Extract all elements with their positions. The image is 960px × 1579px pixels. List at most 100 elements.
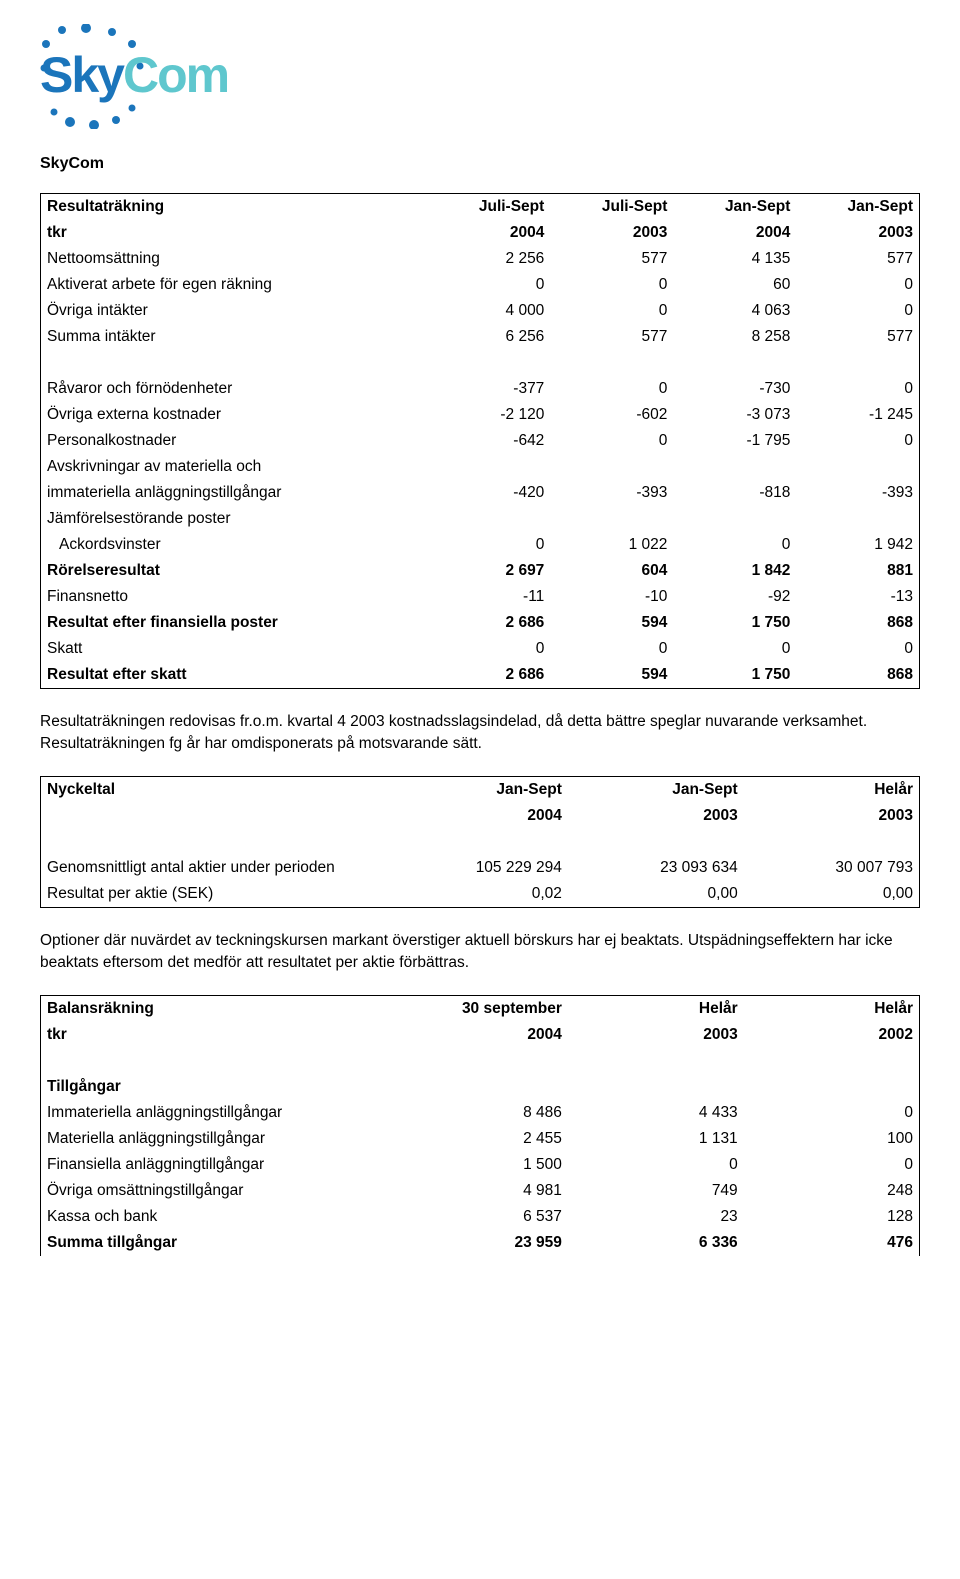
table-cell: 1 022 <box>550 532 673 558</box>
table-header-cell: Jan-Sept <box>392 776 568 803</box>
table-cell: 1 750 <box>673 610 796 636</box>
table-header-cell: Balansräkning <box>41 995 393 1022</box>
table-header-cell: Helår <box>744 995 920 1022</box>
table-cell: 0,02 <box>392 881 568 908</box>
table-cell: Kassa och bank <box>41 1204 393 1230</box>
table-cell: Summa tillgångar <box>41 1230 393 1256</box>
table-header-cell: tkr <box>41 220 428 246</box>
table-header-cell: Helår <box>568 995 744 1022</box>
table-header-cell: Juli-Sept <box>427 194 550 221</box>
table-header-cell: Nyckeltal <box>41 776 393 803</box>
table-spacer-cell <box>41 1048 920 1074</box>
table-row: Ackordsvinster01 02201 942 <box>41 532 920 558</box>
table-cell: -420 <box>427 480 550 506</box>
table-cell: 0 <box>427 532 550 558</box>
table-row: Rörelseresultat2 6976041 842881 <box>41 558 920 584</box>
table-cell: Avskrivningar av materiella och <box>41 454 428 480</box>
table-spacer-row <box>41 350 920 376</box>
table-cell: 1 131 <box>568 1126 744 1152</box>
table-cell: 881 <box>796 558 919 584</box>
table-cell: 100 <box>744 1126 920 1152</box>
table-row: Övriga intäkter4 00004 0630 <box>41 298 920 324</box>
table-header-row: ResultaträkningJuli-SeptJuli-SeptJan-Sep… <box>41 194 920 221</box>
table-cell <box>427 506 550 532</box>
company-name: SkyCom <box>40 155 920 173</box>
table-header-row: 200420032003 <box>41 803 920 829</box>
table-cell: 749 <box>568 1178 744 1204</box>
table-row: Personalkostnader-6420-1 7950 <box>41 428 920 454</box>
table-cell: 594 <box>550 610 673 636</box>
table-row: Resultat per aktie (SEK)0,020,000,00 <box>41 881 920 908</box>
table-cell: 604 <box>550 558 673 584</box>
table-cell: Finansiella anläggningtillgångar <box>41 1152 393 1178</box>
table-cell: 248 <box>744 1178 920 1204</box>
table-cell: 0 <box>550 298 673 324</box>
table-spacer-row <box>41 1048 920 1074</box>
table-cell: 4 063 <box>673 298 796 324</box>
income-body: ResultaträkningJuli-SeptJuli-SeptJan-Sep… <box>41 194 920 689</box>
table-cell: 0 <box>550 272 673 298</box>
logo: SkyCom <box>40 24 920 129</box>
table-header-row: tkr200420032002 <box>41 1022 920 1048</box>
table-header-cell: 2003 <box>568 1022 744 1048</box>
table-cell: 30 007 793 <box>744 855 920 881</box>
table-cell <box>796 454 919 480</box>
table-row: Avskrivningar av materiella och <box>41 454 920 480</box>
table-header-cell: tkr <box>41 1022 393 1048</box>
table-cell: -92 <box>673 584 796 610</box>
table-row: immateriella anläggningstillgångar-420-3… <box>41 480 920 506</box>
logo-sky: Sky <box>40 47 125 103</box>
table-cell: 594 <box>550 662 673 689</box>
table-row: Övriga omsättningstillgångar4 981749248 <box>41 1178 920 1204</box>
table-spacer-cell <box>41 350 920 376</box>
table-cell: 4 135 <box>673 246 796 272</box>
table-cell: 0 <box>796 376 919 402</box>
table-cell <box>550 454 673 480</box>
table-row: Kassa och bank6 53723128 <box>41 1204 920 1230</box>
table-cell: Övriga intäkter <box>41 298 428 324</box>
table-row: Finansnetto-11-10-92-13 <box>41 584 920 610</box>
table-cell: -3 073 <box>673 402 796 428</box>
table-cell <box>796 506 919 532</box>
table-cell: -1 795 <box>673 428 796 454</box>
table-row: Resultat efter skatt2 6865941 750868 <box>41 662 920 689</box>
table-cell: Resultat efter finansiella poster <box>41 610 428 636</box>
table-cell: 868 <box>796 610 919 636</box>
table-cell: 2 686 <box>427 610 550 636</box>
table-cell: 0 <box>427 636 550 662</box>
table-cell: 0 <box>568 1152 744 1178</box>
table-cell: Råvaror och förnödenheter <box>41 376 428 402</box>
table-cell: Resultat per aktie (SEK) <box>41 881 393 908</box>
income-statement-table: ResultaträkningJuli-SeptJuli-SeptJan-Sep… <box>40 193 920 689</box>
table-cell: -642 <box>427 428 550 454</box>
table-cell: 23 <box>568 1204 744 1230</box>
table-cell: Summa intäkter <box>41 324 428 350</box>
table-row: Resultat efter finansiella poster2 68659… <box>41 610 920 636</box>
income-note: Resultaträkningen redovisas fr.o.m. kvar… <box>40 711 920 756</box>
table-cell: Övriga externa kostnader <box>41 402 428 428</box>
table-header-cell: 2004 <box>392 803 568 829</box>
table-header-cell: 2003 <box>796 220 919 246</box>
table-cell: Nettoomsättning <box>41 246 428 272</box>
table-cell: 0 <box>673 636 796 662</box>
table-cell: 105 229 294 <box>392 855 568 881</box>
table-cell: -393 <box>550 480 673 506</box>
table-cell: 1 750 <box>673 662 796 689</box>
table-cell: 0,00 <box>568 881 744 908</box>
table-cell: 2 455 <box>392 1126 568 1152</box>
table-row: Aktiverat arbete för egen räkning00600 <box>41 272 920 298</box>
table-row: Råvaror och förnödenheter-3770-7300 <box>41 376 920 402</box>
table-cell: 60 <box>673 272 796 298</box>
table-spacer-row <box>41 829 920 855</box>
table-cell: 577 <box>796 324 919 350</box>
table-header-cell: 2004 <box>427 220 550 246</box>
table-cell: -2 120 <box>427 402 550 428</box>
table-cell: 128 <box>744 1204 920 1230</box>
table-header-cell: Juli-Sept <box>550 194 673 221</box>
table-cell: -818 <box>673 480 796 506</box>
table-cell: -10 <box>550 584 673 610</box>
table-cell: 868 <box>796 662 919 689</box>
table-row: Tillgångar <box>41 1074 920 1100</box>
table-cell: Jämförelsestörande poster <box>41 506 428 532</box>
table-cell: 4 000 <box>427 298 550 324</box>
